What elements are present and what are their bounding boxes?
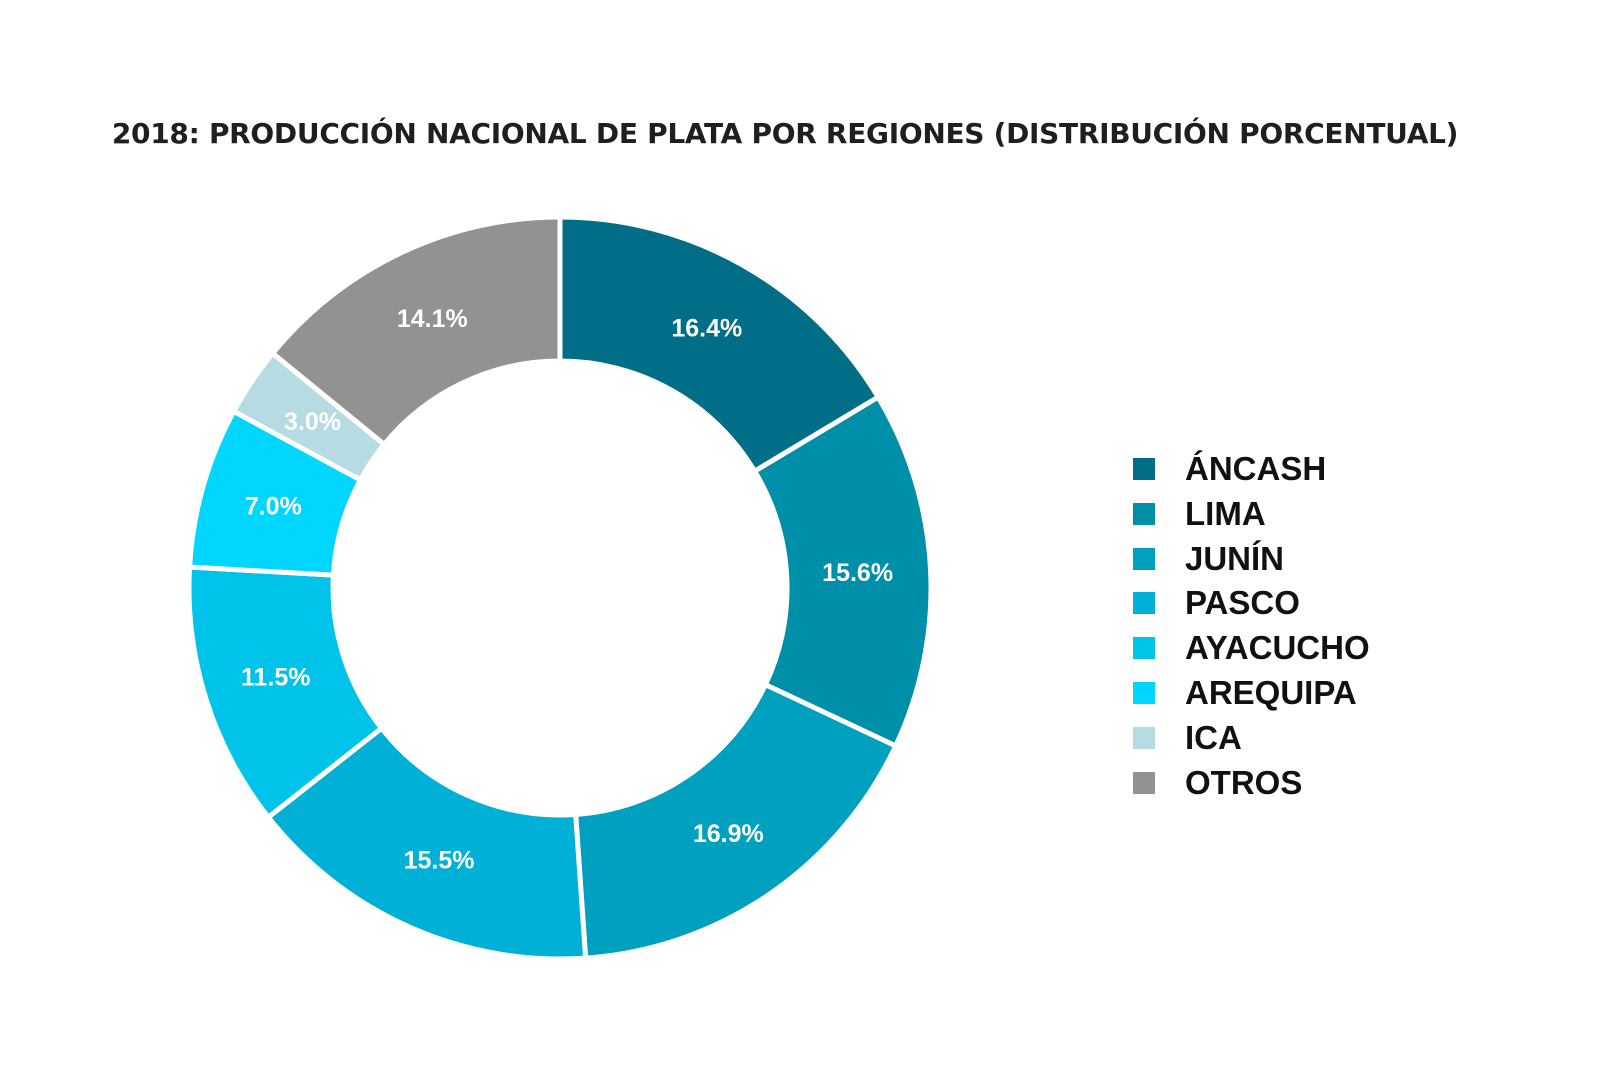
legend-swatch — [1133, 547, 1155, 570]
legend-label: OTROS — [1185, 763, 1303, 801]
legend-label: ICA — [1185, 718, 1242, 756]
legend-swatch — [1133, 592, 1155, 615]
legend-label: PASCO — [1185, 584, 1300, 622]
slice-label: 16.9% — [693, 820, 764, 848]
slice-label: 11.5% — [241, 663, 311, 691]
legend-label: AREQUIPA — [1185, 673, 1357, 711]
legend-label: AYACUCHO — [1185, 629, 1370, 667]
chart-title: 2018: PRODUCCIÓN NACIONAL DE PLATA POR R… — [111, 117, 1459, 150]
slice-label: 14.1% — [397, 305, 468, 333]
slice-label: 3.0% — [284, 408, 341, 436]
slice-lima — [751, 393, 934, 750]
legend-label: LIMA — [1185, 494, 1266, 532]
slice-pasco — [264, 724, 589, 962]
slice-áncash — [557, 214, 882, 475]
slice-junín — [573, 681, 900, 961]
legend-label: ÁNCASH — [1185, 450, 1327, 487]
slice-otros — [269, 214, 563, 448]
legend-swatch — [1133, 726, 1155, 749]
slice-label: 15.6% — [822, 559, 893, 587]
legend-label: JUNÍN — [1185, 539, 1285, 577]
legend-swatch — [1133, 771, 1155, 794]
legend-swatch — [1133, 458, 1155, 480]
legend-swatch — [1133, 502, 1155, 525]
slice-label: 16.4% — [671, 315, 742, 343]
slice-label: 15.5% — [404, 846, 475, 874]
slice-label: 7.0% — [245, 493, 302, 521]
legend-swatch — [1133, 637, 1155, 660]
legend-swatch — [1133, 681, 1155, 704]
